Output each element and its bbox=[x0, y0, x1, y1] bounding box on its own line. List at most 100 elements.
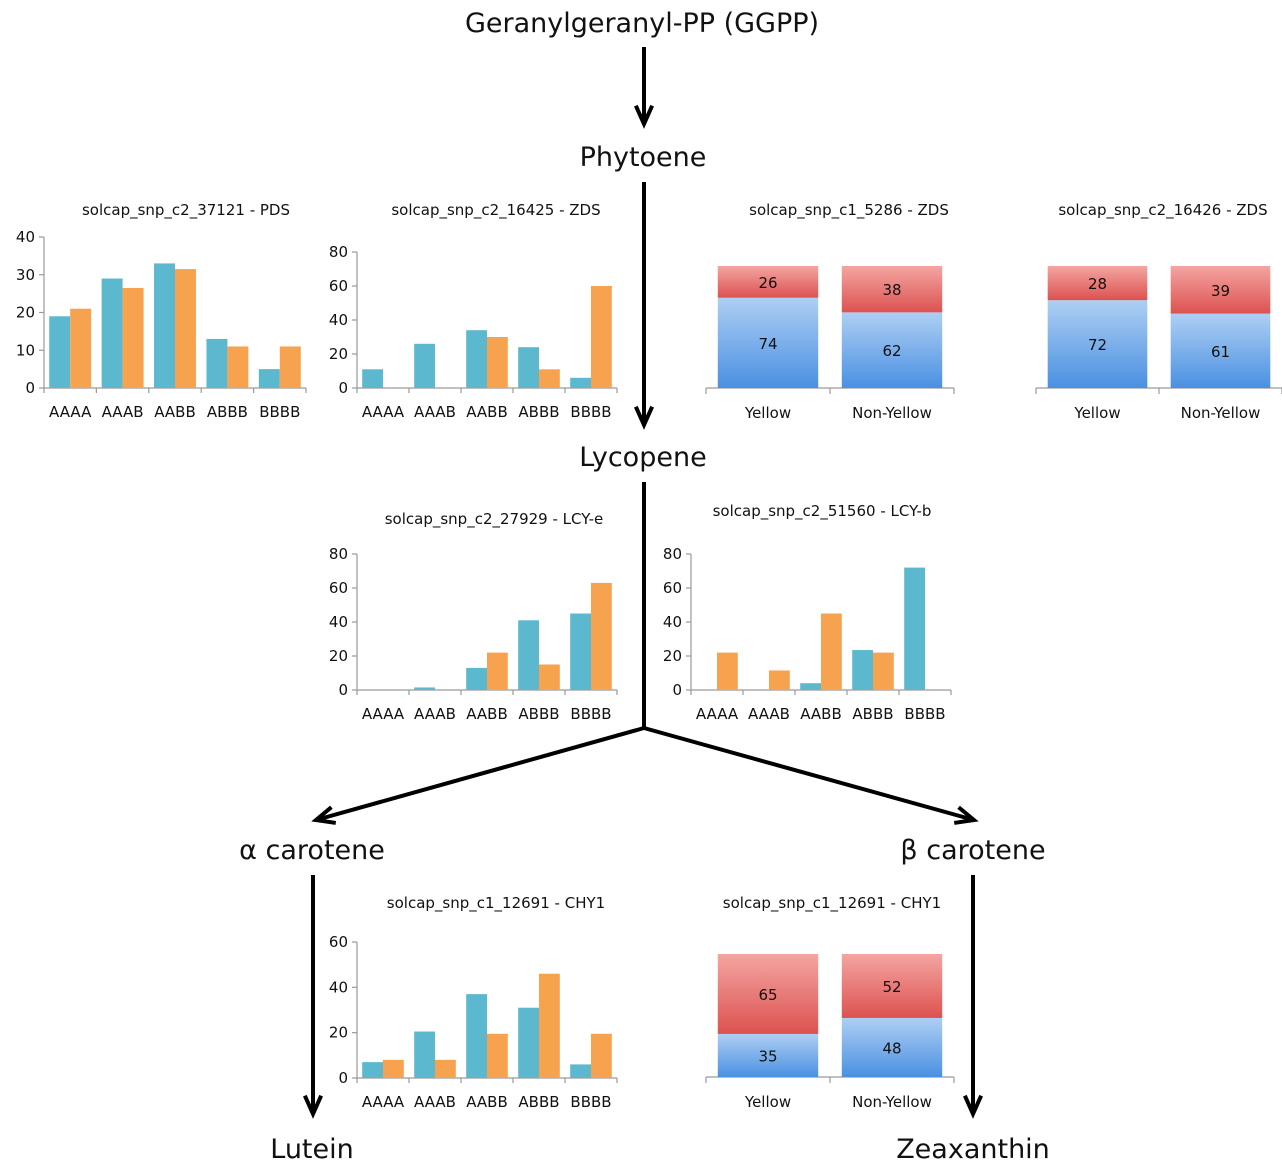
bar-series-b bbox=[769, 670, 790, 690]
x-tick-label: ABBB bbox=[852, 705, 893, 723]
bar-series-a bbox=[852, 650, 873, 690]
y-tick-label: 0 bbox=[338, 681, 348, 699]
stack-segment-upper bbox=[717, 954, 819, 1034]
y-tick-label: 20 bbox=[16, 304, 35, 322]
chart-lcy-b: solcap_snp_c2_51560 - LCY-b 0 20 40 60 80 AAAA… bbox=[663, 502, 952, 723]
stack-segment-lower bbox=[1170, 313, 1271, 388]
bar-series-a bbox=[570, 1064, 591, 1078]
bar-series-a bbox=[362, 369, 383, 388]
bar-series-b bbox=[539, 973, 560, 1078]
y-tick-label: 0 bbox=[25, 379, 35, 397]
x-tick-label: Yellow bbox=[744, 1093, 791, 1111]
y-tick-label: 20 bbox=[329, 647, 348, 665]
bar-series-a bbox=[206, 338, 228, 388]
bar-series-b bbox=[487, 337, 508, 388]
arrow-beta-zeaxanthin-head bbox=[963, 1094, 983, 1119]
y-tick-label: 40 bbox=[329, 613, 348, 631]
x-tick-label: AAAA bbox=[362, 403, 405, 421]
arrow-phytoene-lycopene-head bbox=[634, 405, 654, 430]
y-tick-label: 60 bbox=[329, 933, 348, 951]
y-tick-label: 0 bbox=[672, 681, 682, 699]
y-tick-label: 20 bbox=[329, 345, 348, 363]
bar-series-a bbox=[362, 1062, 383, 1078]
bar-series-a bbox=[414, 1031, 435, 1078]
bar-series-b bbox=[591, 1033, 612, 1078]
y-tick-label: 40 bbox=[16, 228, 35, 246]
bar-series-b bbox=[435, 1059, 456, 1078]
stack-segment-upper bbox=[1047, 266, 1148, 301]
bar-series-b bbox=[717, 652, 738, 690]
stack-segment-lower bbox=[717, 1033, 819, 1077]
pathway-arrows bbox=[303, 47, 983, 1119]
chart-title: solcap_snp_c1_5286 - ZDS bbox=[749, 201, 949, 220]
chart-pds: solcap_snp_c2_37121 - PDS 0 10 20 30 40 AAAA AA… bbox=[16, 201, 307, 421]
y-tick-label: 80 bbox=[329, 243, 348, 261]
segment-value-label: 74 bbox=[758, 335, 777, 353]
x-tick-label: BBBB bbox=[570, 403, 611, 421]
x-tick-label: AAAA bbox=[362, 705, 405, 723]
bar-series-a bbox=[518, 1007, 539, 1078]
stack-segment-lower bbox=[841, 1017, 943, 1077]
segment-value-label: 35 bbox=[758, 1047, 777, 1065]
bar-series-a bbox=[518, 620, 539, 690]
bar-series-b bbox=[122, 287, 144, 388]
y-tick-label: 40 bbox=[663, 613, 682, 631]
x-tick-label: AAAB bbox=[414, 1093, 456, 1111]
y-tick-label: 40 bbox=[329, 978, 348, 996]
bar-series-a bbox=[466, 330, 487, 388]
bar-series-b bbox=[821, 613, 842, 690]
x-tick-label: ABBB bbox=[518, 705, 559, 723]
stack-segment-lower bbox=[841, 312, 943, 388]
x-tick-label: Non-Yellow bbox=[852, 404, 932, 422]
x-tick-label: AABB bbox=[466, 403, 508, 421]
node-alpha-carotene: α carotene bbox=[239, 835, 385, 866]
bar-series-a bbox=[49, 316, 71, 388]
bar-series-b bbox=[873, 652, 894, 690]
bar-series-b bbox=[227, 346, 249, 388]
stack-segment-upper bbox=[717, 266, 819, 298]
bar-series-b bbox=[591, 582, 612, 690]
node-zeaxanthin: Zeaxanthin bbox=[896, 1134, 1050, 1164]
chart-chy1-genotype: solcap_snp_c1_12691 - CHY1 0 20 40 60 AAAA AAA… bbox=[329, 894, 618, 1111]
segment-value-label: 65 bbox=[758, 986, 777, 1004]
x-tick-label: AAAB bbox=[102, 403, 144, 421]
y-tick-label: 60 bbox=[329, 277, 348, 295]
bar-series-b bbox=[70, 308, 92, 388]
chart-title: solcap_snp_c2_27929 - LCY-e bbox=[385, 510, 604, 529]
y-tick-label: 10 bbox=[16, 341, 35, 359]
bar-series-a bbox=[154, 263, 175, 388]
bar-series-b bbox=[487, 652, 508, 690]
x-tick-label: AABB bbox=[800, 705, 842, 723]
y-tick-label: 30 bbox=[16, 266, 35, 284]
bar-series-b bbox=[487, 1033, 508, 1078]
arrow-ggpp-phytoene-head bbox=[634, 104, 654, 129]
y-tick-label: 60 bbox=[663, 579, 682, 597]
stack-segment-upper bbox=[841, 266, 943, 313]
chart-title: solcap_snp_c2_16426 - ZDS bbox=[1058, 201, 1267, 220]
bar-series-b bbox=[279, 346, 301, 388]
bar-series-a bbox=[414, 343, 435, 388]
x-tick-label: AABB bbox=[466, 705, 508, 723]
y-tick-label: 80 bbox=[329, 545, 348, 563]
y-tick-label: 20 bbox=[663, 647, 682, 665]
chart-title: solcap_snp_c1_12691 - CHY1 bbox=[387, 894, 605, 913]
bar-series-b bbox=[539, 369, 560, 388]
bar-series-b bbox=[591, 286, 612, 388]
chart-chy1-stacked: solcap_snp_c1_12691 - CHY1 Yellow 35 65 Non-… bbox=[705, 894, 955, 1111]
bar-series-a bbox=[800, 683, 821, 690]
x-tick-label: AABB bbox=[154, 403, 196, 421]
chart-title: solcap_snp_c2_51560 - LCY-b bbox=[713, 502, 932, 521]
x-tick-label: AAAB bbox=[414, 705, 456, 723]
arrow-to-beta-carotene-head bbox=[953, 805, 979, 825]
x-tick-label: AAAA bbox=[362, 1093, 405, 1111]
y-tick-label: 20 bbox=[329, 1024, 348, 1042]
x-tick-label: BBBB bbox=[570, 1093, 611, 1111]
segment-value-label: 72 bbox=[1088, 336, 1107, 354]
node-ggpp: Geranylgeranyl-PP (GGPP) bbox=[465, 8, 819, 39]
segment-value-label: 62 bbox=[882, 342, 901, 360]
x-tick-label: AAAA bbox=[49, 403, 92, 421]
stack-segment-lower bbox=[1047, 300, 1148, 388]
chart-zds-16425: solcap_snp_c2_16425 - ZDS 0 20 40 60 80 AAAA AA… bbox=[329, 201, 618, 421]
x-tick-label: ABBB bbox=[518, 1093, 559, 1111]
arrow-to-alpha-carotene bbox=[315, 726, 645, 822]
